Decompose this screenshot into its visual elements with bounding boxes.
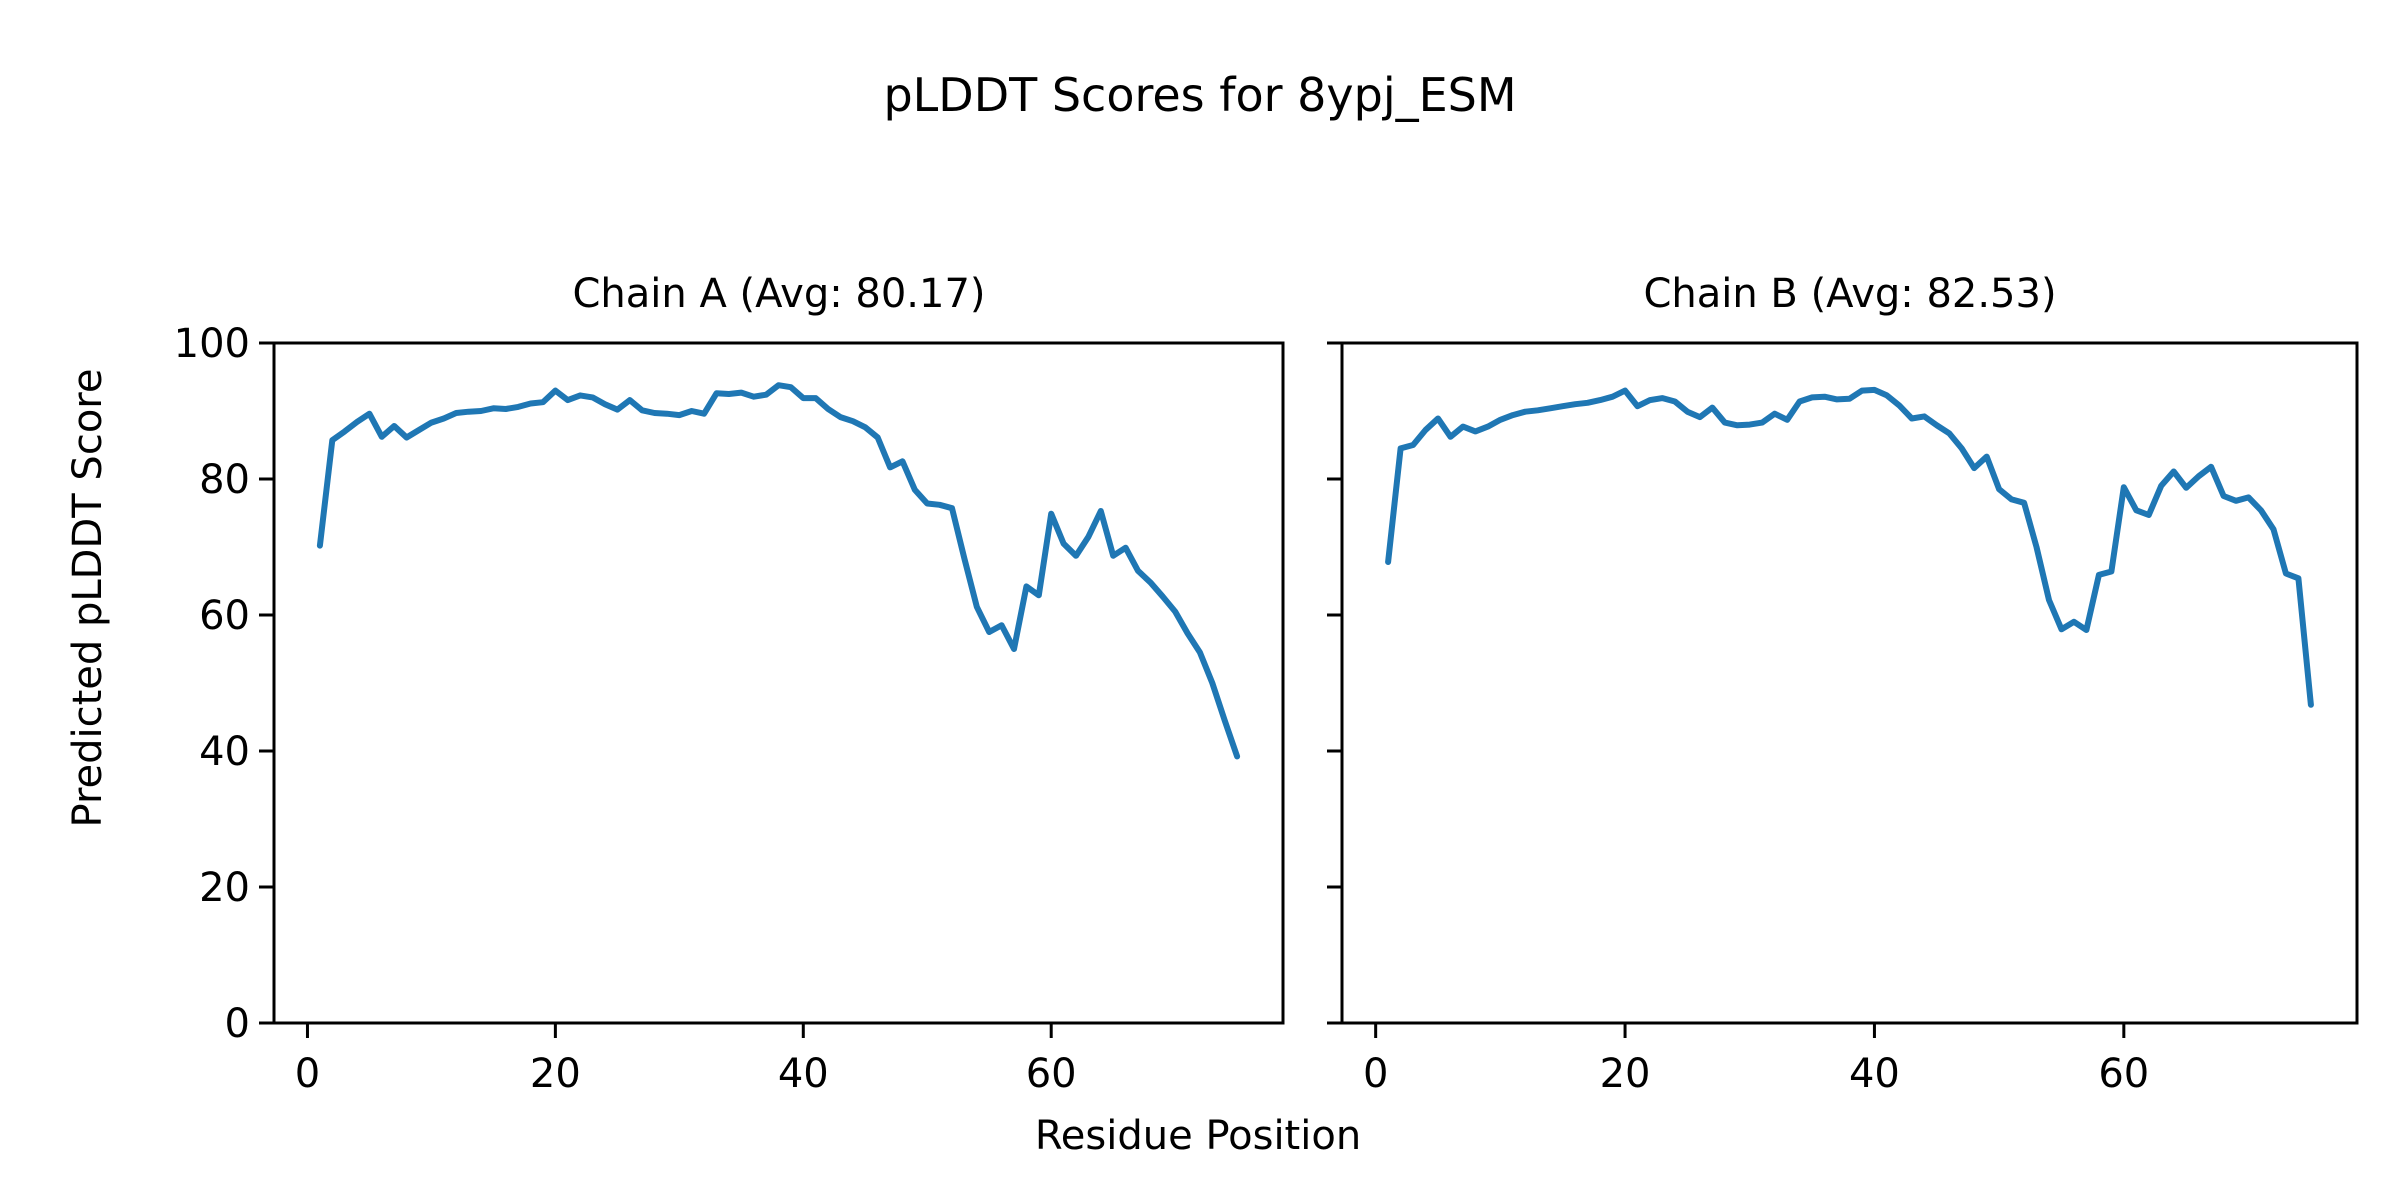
- axes-spines: [1340, 341, 2359, 1025]
- x-tick-label: 40: [1849, 1051, 1900, 1097]
- y-tick-label: 80: [199, 457, 250, 503]
- x-tick-label: 60: [2098, 1051, 2149, 1097]
- figure-title: pLDDT Scores for 8ypj_ESM: [883, 68, 1517, 122]
- chain-b-plot: 0 20 40 60: [1327, 341, 2359, 1097]
- chain-b-title: Chain B (Avg: 82.53): [1643, 271, 2057, 317]
- axes-spines: [272, 341, 1285, 1025]
- x-tick-label: 40: [778, 1051, 829, 1097]
- chain-a-title: Chain A (Avg: 80.17): [572, 271, 986, 317]
- y-tick-label: 40: [199, 729, 250, 775]
- x-tick-label: 20: [530, 1051, 581, 1097]
- y-tick-label: 60: [199, 593, 250, 639]
- x-tick-label: 60: [1026, 1051, 1077, 1097]
- chain-a-plot: 0 20 40 60 0 20 40 60 80 100: [174, 321, 1285, 1097]
- x-tick-label: 0: [1363, 1051, 1388, 1097]
- y-tick-label: 20: [199, 865, 250, 911]
- x-tick-label: 20: [1600, 1051, 1651, 1097]
- x-axis-label: Residue Position: [1034, 1113, 1362, 1159]
- plddt-line: [1385, 386, 2314, 708]
- x-tick-label: 0: [295, 1051, 320, 1097]
- y-tick-label: 100: [174, 321, 250, 367]
- plddt-line: [316, 382, 1241, 760]
- y-tick-label: 0: [225, 1001, 250, 1047]
